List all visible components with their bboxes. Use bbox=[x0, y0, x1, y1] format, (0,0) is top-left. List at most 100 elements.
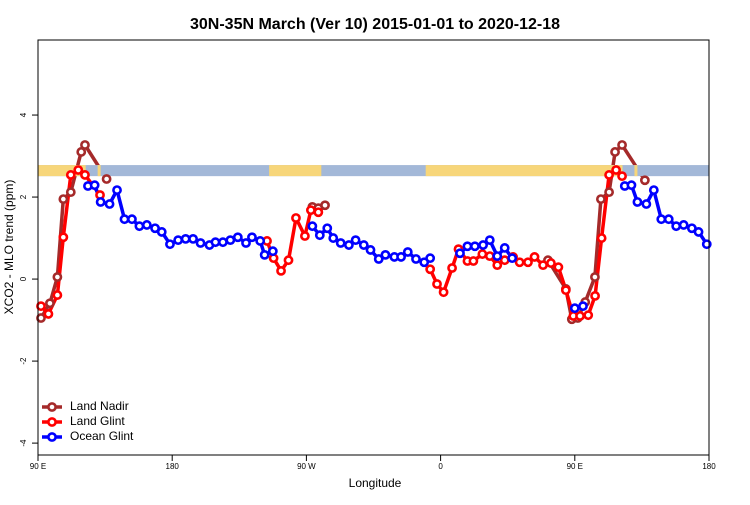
land-segment bbox=[634, 165, 638, 177]
data-point bbox=[335, 238, 346, 248]
data-point bbox=[127, 214, 137, 225]
data-point bbox=[523, 257, 533, 268]
data-point bbox=[380, 249, 391, 260]
data-point bbox=[291, 213, 301, 223]
land-segment bbox=[269, 165, 322, 177]
data-point bbox=[492, 260, 503, 271]
y-axis-label: XCO2 - MLO trend (ppm) bbox=[2, 180, 16, 315]
data-point bbox=[656, 214, 667, 225]
land-segment bbox=[38, 165, 86, 177]
data-point bbox=[604, 170, 614, 180]
data-point bbox=[469, 241, 480, 252]
data-point bbox=[663, 214, 674, 225]
data-point bbox=[58, 232, 69, 243]
data-point bbox=[267, 246, 278, 257]
data-point bbox=[678, 220, 689, 230]
series-line bbox=[87, 183, 709, 310]
data-point bbox=[195, 238, 206, 248]
data-point bbox=[484, 251, 495, 262]
data-point bbox=[276, 265, 286, 276]
data-point bbox=[350, 235, 361, 246]
data-point bbox=[104, 199, 115, 209]
y-tick-label: -2 bbox=[19, 357, 28, 365]
data-point bbox=[569, 303, 580, 314]
data-point bbox=[225, 235, 236, 246]
data-point bbox=[432, 279, 442, 289]
data-point bbox=[52, 272, 63, 282]
data-point bbox=[173, 235, 184, 246]
data-point bbox=[639, 175, 650, 186]
data-point bbox=[641, 199, 652, 209]
data-point bbox=[165, 239, 175, 250]
data-point bbox=[232, 232, 243, 243]
data-point bbox=[45, 298, 55, 309]
data-point bbox=[134, 221, 145, 232]
data-point bbox=[36, 313, 46, 323]
data-point bbox=[259, 249, 270, 260]
legend-label: Land Nadir bbox=[70, 399, 129, 413]
data-point bbox=[455, 248, 465, 259]
data-point bbox=[188, 233, 198, 244]
data-point bbox=[210, 237, 221, 248]
data-point bbox=[484, 235, 495, 246]
data-point bbox=[58, 194, 69, 205]
data-point bbox=[313, 207, 324, 218]
data-point bbox=[438, 287, 449, 298]
y-tick-label: 4 bbox=[19, 112, 28, 117]
data-point bbox=[478, 240, 488, 250]
data-point bbox=[595, 194, 606, 205]
data-point bbox=[492, 251, 503, 262]
x-tick-label: 0 bbox=[438, 462, 443, 471]
data-point bbox=[477, 249, 488, 259]
data-point bbox=[76, 147, 87, 157]
data-point bbox=[611, 165, 622, 175]
data-point bbox=[560, 285, 571, 296]
data-point bbox=[156, 227, 167, 237]
data-point bbox=[180, 233, 191, 244]
data-point bbox=[95, 197, 106, 207]
data-point bbox=[305, 205, 316, 216]
data-point bbox=[119, 214, 130, 225]
data-point bbox=[514, 257, 525, 268]
legend-marker bbox=[47, 402, 57, 412]
y-tick-label: -4 bbox=[19, 439, 28, 447]
data-point bbox=[632, 197, 643, 207]
data-point bbox=[546, 258, 556, 268]
data-point bbox=[617, 171, 627, 182]
data-point bbox=[65, 170, 76, 180]
data-point bbox=[648, 185, 659, 195]
data-point bbox=[307, 221, 318, 232]
plot-area bbox=[36, 140, 712, 325]
data-point bbox=[283, 255, 294, 266]
data-point bbox=[553, 262, 564, 273]
data-point bbox=[575, 311, 585, 321]
land-segment bbox=[97, 165, 101, 177]
data-point bbox=[462, 241, 473, 252]
data-point bbox=[43, 309, 54, 319]
data-point bbox=[89, 180, 100, 191]
data-point bbox=[358, 240, 369, 250]
data-point bbox=[365, 245, 376, 255]
data-point bbox=[141, 220, 152, 230]
legend-label: Ocean Glint bbox=[70, 429, 134, 443]
y-tick-label: 2 bbox=[19, 194, 28, 199]
x-tick-label: 180 bbox=[702, 462, 716, 471]
data-point bbox=[217, 237, 228, 248]
data-point bbox=[468, 256, 479, 266]
x-axis-label: Longitude bbox=[349, 476, 402, 490]
data-point bbox=[507, 253, 518, 264]
data-point bbox=[112, 185, 122, 195]
legend-marker bbox=[47, 417, 57, 427]
x-tick-label: 90 W bbox=[297, 462, 316, 471]
data-point bbox=[671, 221, 682, 232]
ocean-band bbox=[38, 165, 709, 177]
data-point bbox=[402, 247, 413, 257]
data-point bbox=[529, 252, 540, 262]
land-segment bbox=[425, 165, 623, 177]
data-point bbox=[583, 310, 594, 321]
data-point bbox=[241, 238, 251, 248]
data-point bbox=[80, 170, 90, 180]
